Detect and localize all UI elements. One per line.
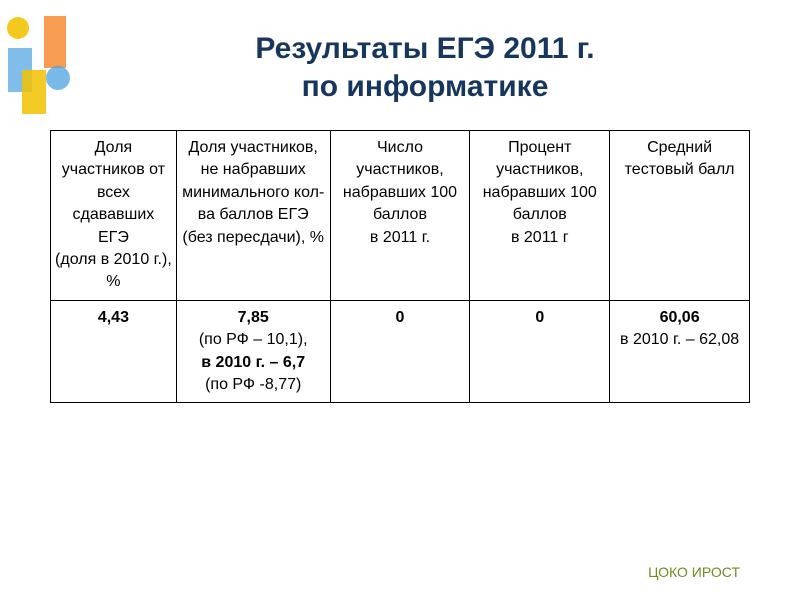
- table-cell-2: 0: [330, 300, 470, 403]
- table-header-2: Число участников, набравших 100 баллов в…: [330, 131, 470, 301]
- table-header-0: Доля участников от всех сдававших ЕГЭ (д…: [51, 131, 177, 301]
- table-cell-4: 60,06 в 2010 г. – 62,08: [610, 300, 750, 403]
- footer-attribution: ЦОКО ИРОСТ: [648, 564, 740, 580]
- title-line-2: по информатике: [100, 68, 750, 106]
- table-header-4: Средний тестовый балл: [610, 131, 750, 301]
- slide-title: Результаты ЕГЭ 2011 г. по информатике: [100, 30, 750, 105]
- corner-decoration: [0, 0, 90, 130]
- table-header-3: Процент участников, набравших 100 баллов…: [470, 131, 610, 301]
- table-cell-0: 4,43: [51, 300, 177, 403]
- title-line-1: Результаты ЕГЭ 2011 г.: [100, 30, 750, 68]
- table-cell-3: 0: [470, 300, 610, 403]
- table-header-1: Доля участников, не набравших минимально…: [176, 131, 330, 301]
- table-cell-1: 7,85 (по РФ – 10,1), в 2010 г. – 6,7 (по…: [176, 300, 330, 403]
- results-table: Доля участников от всех сдававших ЕГЭ (д…: [50, 130, 750, 403]
